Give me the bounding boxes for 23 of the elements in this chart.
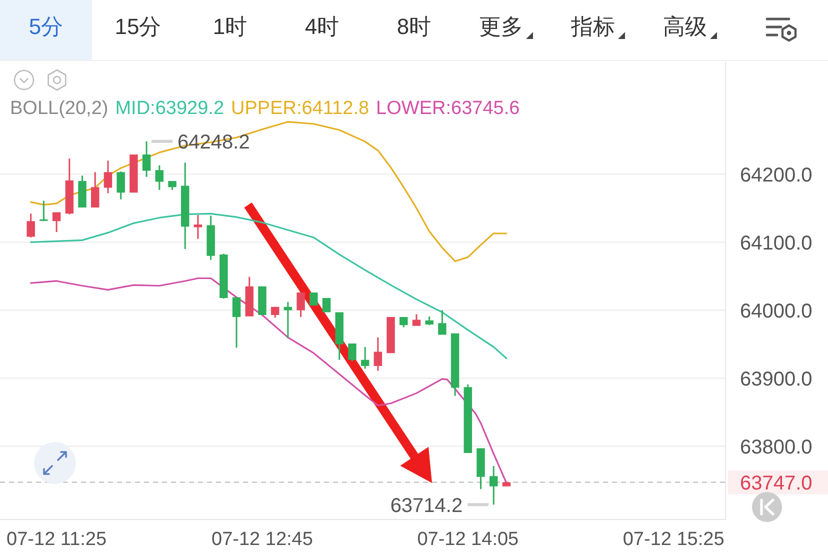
- tab-label: 5分: [28, 14, 64, 39]
- legend-label: UPPER:64112.8: [231, 98, 370, 119]
- text: 63747.0: [740, 472, 812, 494]
- y-tick-label: 64200.0: [740, 164, 812, 186]
- tab-label: 8时: [396, 14, 432, 39]
- y-tick-label: 64000.0: [740, 300, 812, 322]
- tab-label: 更多: [479, 14, 523, 39]
- legend-title: BOLL(20,2): [10, 98, 108, 119]
- y-tick-label: 63900.0: [740, 368, 812, 390]
- legend-label: MID:63929.2: [115, 98, 224, 119]
- y-tick-label: 63800.0: [740, 436, 812, 458]
- tab-label: 4时: [304, 14, 340, 39]
- annotation: 63714.2: [390, 494, 463, 517]
- x-tick-label: 07-12 14:05: [417, 529, 519, 550]
- tab-label: 15分: [114, 14, 162, 39]
- x-tick-label: 07-12 15:25: [622, 529, 724, 550]
- legend-label: LOWER:63745.6: [376, 98, 520, 119]
- x-tick-label: 07-12 12:45: [212, 529, 313, 550]
- x-tick-label: 07-12 11:25: [6, 529, 107, 550]
- y-tick-label: 64100.0: [740, 232, 812, 254]
- tab-label: 高级: [663, 14, 707, 39]
- tab-label: 1时: [212, 14, 248, 39]
- tab-label: 指标: [571, 14, 615, 39]
